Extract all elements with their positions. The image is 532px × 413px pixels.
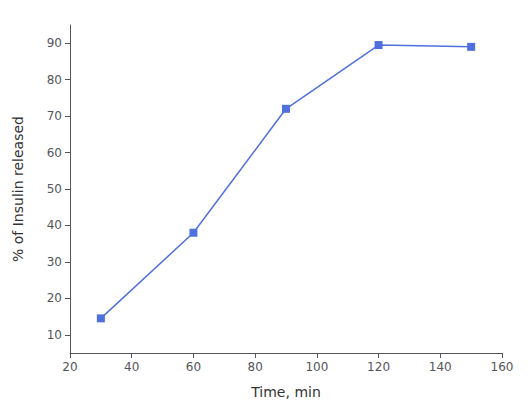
svg-text:40: 40 <box>124 360 139 374</box>
svg-text:90: 90 <box>47 36 62 50</box>
svg-text:% of Insulin released: % of Insulin released <box>10 116 26 262</box>
svg-text:20: 20 <box>47 291 62 305</box>
svg-text:80: 80 <box>248 360 263 374</box>
svg-text:50: 50 <box>47 182 62 196</box>
svg-text:60: 60 <box>186 360 201 374</box>
svg-text:40: 40 <box>47 218 62 232</box>
svg-text:70: 70 <box>47 109 62 123</box>
svg-text:100: 100 <box>305 360 328 374</box>
svg-text:120: 120 <box>367 360 390 374</box>
svg-text:160: 160 <box>491 360 514 374</box>
svg-text:80: 80 <box>47 73 62 87</box>
svg-text:60: 60 <box>47 146 62 160</box>
svg-text:20: 20 <box>62 360 77 374</box>
svg-text:30: 30 <box>47 255 62 269</box>
svg-text:Time, min: Time, min <box>250 384 321 400</box>
svg-text:10: 10 <box>47 328 62 342</box>
svg-text:140: 140 <box>429 360 452 374</box>
